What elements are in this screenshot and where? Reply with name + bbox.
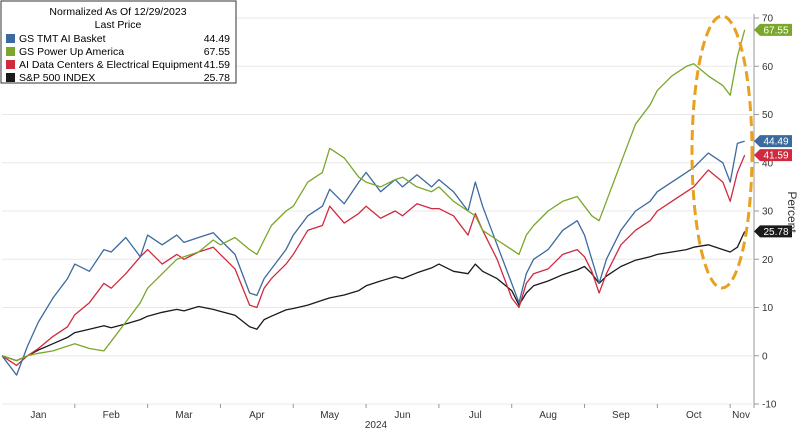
legend-entry: AI Data Centers & Electrical Equipment 41… — [6, 59, 230, 71]
legend-series-last: 25.78 — [204, 72, 230, 84]
legend-series-name: S&P 500 INDEX — [19, 72, 95, 84]
y-tick-label: 10 — [762, 303, 774, 314]
end-label-value: 44.49 — [763, 137, 788, 148]
series-line-gs-power-up-america — [1, 29, 746, 362]
legend-swatch — [6, 60, 15, 69]
x-tick-label: May — [320, 410, 339, 421]
y-tick-label: -10 — [762, 400, 777, 411]
x-tick-label: Jun — [394, 410, 410, 421]
series-line-ai-data-centers-electrical-equipment — [1, 154, 746, 367]
y-tick-label: 50 — [762, 110, 774, 121]
end-label: 44.49 — [754, 135, 792, 148]
x-tick-label: Feb — [103, 410, 121, 421]
y-tick-label: 60 — [762, 62, 774, 73]
legend-series-last: 67.55 — [204, 46, 230, 58]
x-tick-label: Aug — [539, 410, 557, 421]
legend-swatch — [6, 34, 15, 43]
x-tick-label: Apr — [249, 410, 265, 421]
end-label-tag — [754, 149, 792, 162]
x-tick-label: Oct — [686, 410, 702, 421]
legend-swatch — [6, 73, 15, 82]
legend-series-name: AI Data Centers & Electrical Equipment — [19, 59, 202, 71]
end-label-tag — [754, 23, 792, 36]
end-label-tag — [754, 225, 792, 238]
y-tick-label: 20 — [762, 255, 774, 266]
end-label: 25.78 — [754, 225, 792, 238]
series-line-s-p-500-index — [1, 231, 746, 362]
y-axis-title: Percent — [785, 191, 799, 233]
y-axis: -10 0 10 20 30 40 50 60 70 — [753, 14, 777, 411]
legend-entry: S&P 500 INDEX 25.78 — [6, 72, 230, 84]
legend-title-line1: Normalized As Of 12/29/2023 — [49, 6, 186, 18]
y-tick-label: 40 — [762, 158, 774, 169]
legend-series-name: GS TMT AI Basket — [19, 33, 106, 45]
legend: Normalized As Of 12/29/2023 Last Price G… — [0, 0, 237, 84]
x-tick-label: Jul — [469, 410, 482, 421]
end-label-value: 41.59 — [763, 151, 788, 162]
x-axis-title: 2024 — [365, 420, 388, 431]
legend-entry: GS Power Up America 67.55 — [6, 46, 230, 58]
end-label: 67.55 — [754, 23, 792, 36]
legend-series-last: 44.49 — [204, 33, 230, 45]
y-tick-label: 30 — [762, 207, 774, 218]
legend-series-last: 41.59 — [204, 59, 230, 71]
end-label-tag — [754, 135, 792, 148]
end-label-value: 25.78 — [763, 227, 788, 238]
end-label: 41.59 — [754, 149, 792, 162]
y-tick-label: 0 — [762, 351, 768, 362]
series-line-gs-tmt-ai-basket — [1, 140, 745, 376]
x-tick-label: Nov — [732, 410, 750, 421]
legend-swatch — [6, 47, 15, 56]
x-axis: Jan Feb Mar Apr May Jun Jul Aug Sep Oct Nov — [30, 404, 750, 421]
gridlines — [2, 17, 752, 405]
highlight-ellipse — [690, 14, 754, 290]
y-tick-label: 70 — [762, 14, 774, 25]
end-label-value: 67.55 — [763, 25, 788, 36]
legend-entry: GS TMT AI Basket 44.49 — [6, 33, 230, 45]
x-tick-label: Mar — [175, 410, 193, 421]
x-tick-label: Jan — [30, 410, 46, 421]
series-lines — [1, 29, 746, 376]
x-tick-label: Sep — [612, 410, 630, 421]
end-labels: 25.78 41.59 44.49 67.55 — [754, 23, 792, 238]
legend-box — [0, 0, 237, 84]
legend-series-name: GS Power Up America — [19, 46, 124, 58]
legend-title-line2: Last Price — [95, 19, 142, 31]
